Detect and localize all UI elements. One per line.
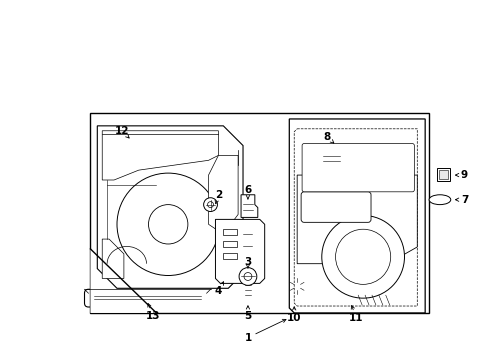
- Polygon shape: [289, 119, 424, 313]
- Circle shape: [321, 215, 404, 298]
- Polygon shape: [241, 195, 257, 217]
- Circle shape: [335, 229, 390, 284]
- Bar: [362, 152, 373, 165]
- Polygon shape: [215, 219, 264, 283]
- Polygon shape: [343, 289, 400, 308]
- Text: 11: 11: [348, 313, 363, 323]
- Text: 13: 13: [146, 311, 161, 321]
- Bar: [223, 253, 237, 259]
- Ellipse shape: [428, 195, 450, 204]
- Bar: [223, 241, 237, 247]
- FancyBboxPatch shape: [241, 297, 254, 307]
- Polygon shape: [90, 113, 428, 313]
- Circle shape: [207, 202, 213, 208]
- FancyBboxPatch shape: [301, 192, 370, 222]
- Text: 3: 3: [244, 257, 251, 267]
- Polygon shape: [102, 131, 218, 180]
- Bar: [438, 170, 447, 179]
- FancyBboxPatch shape: [314, 144, 385, 175]
- FancyBboxPatch shape: [84, 289, 210, 307]
- Text: 5: 5: [244, 311, 251, 321]
- Polygon shape: [208, 156, 238, 234]
- FancyBboxPatch shape: [302, 144, 413, 192]
- Circle shape: [117, 173, 219, 275]
- Text: 9: 9: [460, 170, 467, 180]
- Circle shape: [239, 267, 256, 285]
- Text: 6: 6: [244, 185, 251, 195]
- Circle shape: [203, 198, 217, 212]
- Text: 2: 2: [214, 190, 222, 200]
- Text: 8: 8: [323, 132, 330, 142]
- Polygon shape: [281, 271, 312, 302]
- Text: 12: 12: [115, 126, 129, 136]
- Bar: [436, 168, 449, 181]
- Polygon shape: [297, 175, 416, 264]
- Text: 7: 7: [460, 195, 468, 205]
- Bar: [320, 149, 342, 167]
- Text: 1: 1: [244, 333, 251, 342]
- Polygon shape: [90, 249, 156, 313]
- Polygon shape: [294, 129, 416, 306]
- Polygon shape: [102, 239, 123, 278]
- Circle shape: [148, 204, 187, 244]
- Text: 10: 10: [286, 313, 301, 323]
- Bar: [346, 152, 358, 165]
- FancyBboxPatch shape: [241, 279, 254, 300]
- Polygon shape: [97, 126, 243, 288]
- Bar: [223, 229, 237, 235]
- Text: 4: 4: [214, 286, 222, 296]
- Circle shape: [244, 273, 251, 280]
